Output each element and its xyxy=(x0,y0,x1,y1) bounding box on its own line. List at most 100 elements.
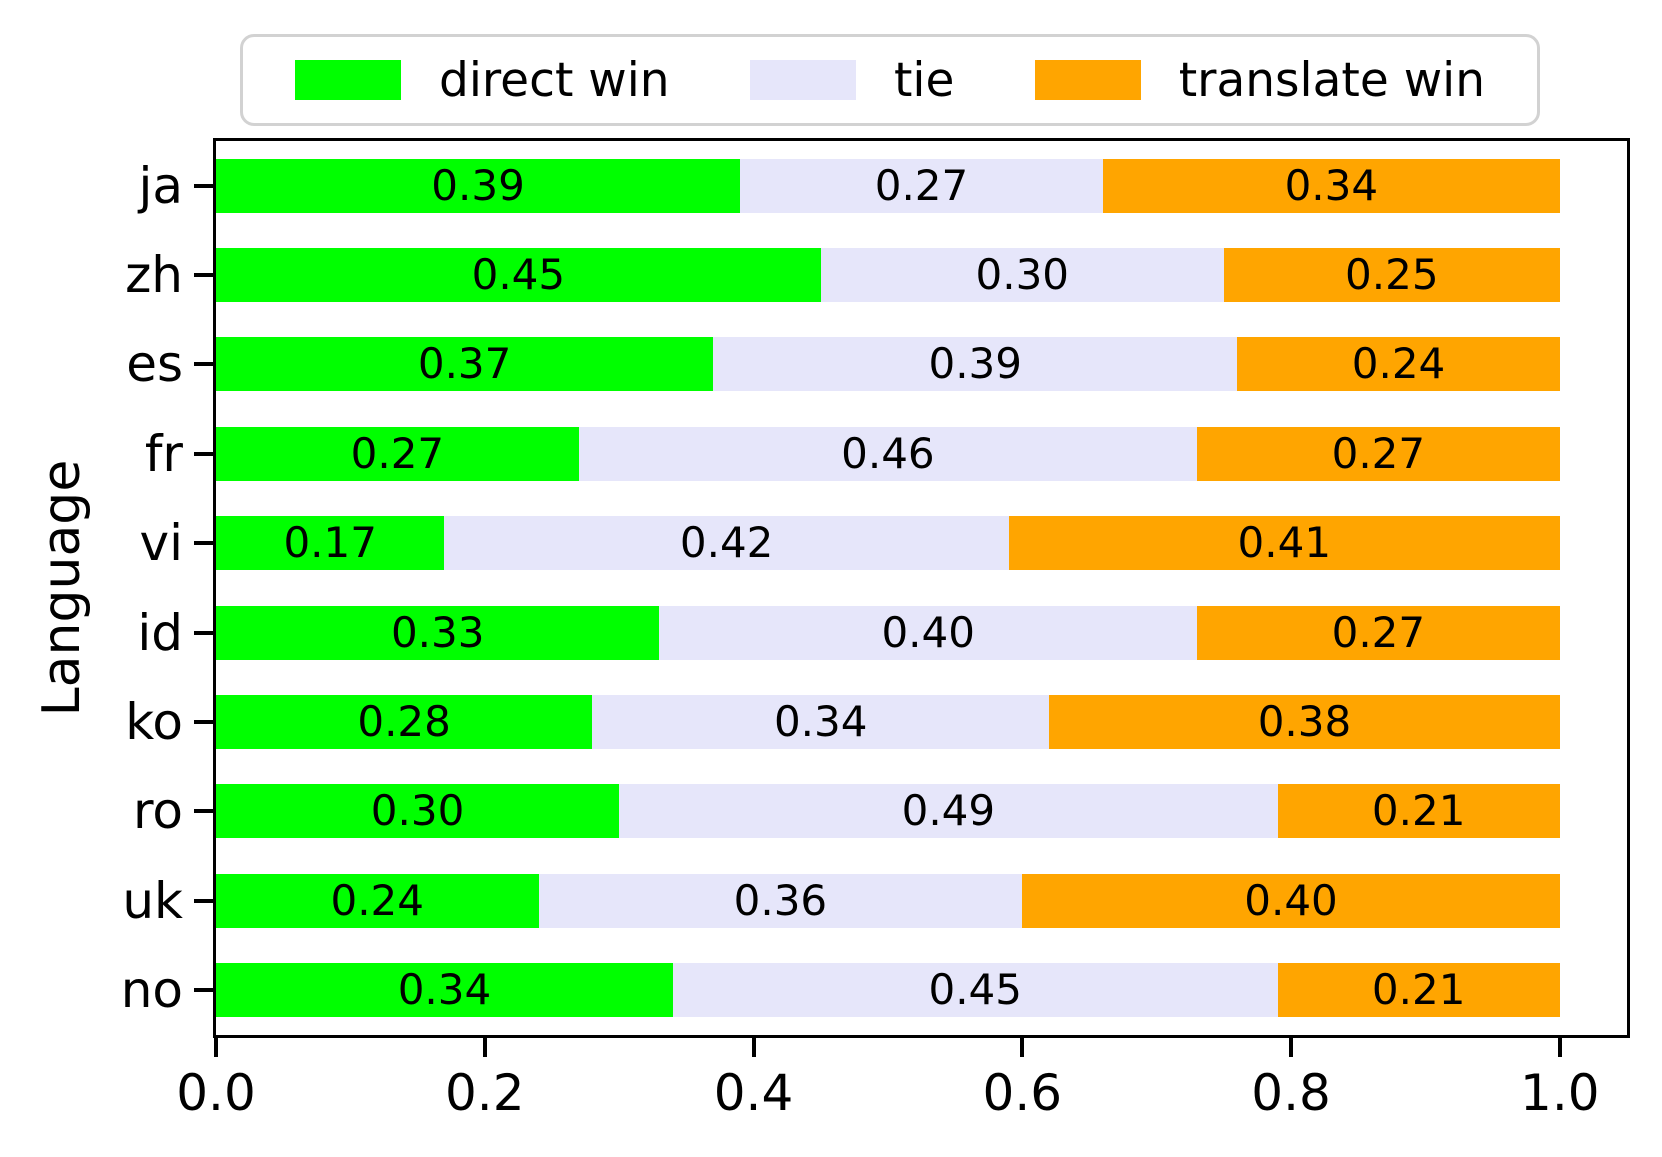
legend-label: translate win xyxy=(1178,52,1485,108)
bar-value-label: 0.30 xyxy=(370,786,465,836)
x-tick-label: 0.6 xyxy=(982,1064,1063,1122)
stacked-bar: 0.45 0.30 0.25 xyxy=(216,248,1560,303)
x-tick-label: 0.0 xyxy=(176,1064,256,1122)
legend-item-direct-win: direct win xyxy=(295,57,670,104)
bar-value-label: 0.17 xyxy=(283,518,377,568)
bar-segment-direct-win: 0.27 xyxy=(216,426,579,481)
bar-value-label: 0.46 xyxy=(841,428,935,478)
x-tick-label: 0.2 xyxy=(444,1064,525,1122)
y-tick xyxy=(194,630,213,635)
bar-segment-tie: 0.49 xyxy=(619,784,1278,839)
x-tick xyxy=(482,1038,487,1057)
bar-segment-direct-win: 0.33 xyxy=(216,605,660,660)
bar-segment-tie: 0.40 xyxy=(659,605,1197,660)
y-tick xyxy=(194,988,213,993)
x-tick xyxy=(1289,1038,1294,1057)
y-tick-label-ro: ro xyxy=(132,782,183,841)
bar-value-label: 0.38 xyxy=(1257,697,1352,747)
x-tick xyxy=(1557,1038,1562,1057)
bar-segment-tie: 0.30 xyxy=(820,248,1224,303)
plot-area: ja 0.39 0.27 0.34 zh 0.45 0.30 0.25 es 0.37 0.39 0.… xyxy=(121,138,1630,1038)
bar-segment-direct-win: 0.37 xyxy=(216,337,714,392)
bar-value-label: 0.39 xyxy=(431,160,525,210)
y-tick-label-no: no xyxy=(120,961,183,1020)
bar-segment-translate-win: 0.24 xyxy=(1237,337,1560,392)
x-tick xyxy=(1020,1038,1025,1057)
bar-value-label: 0.34 xyxy=(773,697,868,747)
bar-value-label: 0.27 xyxy=(874,160,969,210)
bar-segment-translate-win: 0.38 xyxy=(1049,695,1560,750)
legend-item-translate-win: translate win xyxy=(1034,52,1485,108)
bar-value-label: 0.45 xyxy=(928,965,1022,1015)
y-tick xyxy=(194,720,213,725)
bar-row-ja: ja 0.39 0.27 0.34 xyxy=(138,141,1627,230)
y-tick-label-fr: fr xyxy=(144,424,183,483)
bar-segment-translate-win: 0.27 xyxy=(1196,426,1560,481)
bar-value-label: 0.28 xyxy=(357,697,451,747)
bar-segment-tie: 0.45 xyxy=(672,963,1278,1018)
bar-segment-direct-win: 0.17 xyxy=(216,516,445,571)
bar-row-ro: ro 0.30 0.49 0.21 xyxy=(133,767,1627,856)
bar-segment-translate-win: 0.21 xyxy=(1277,784,1560,839)
y-tick-label-id: id xyxy=(137,603,183,662)
bar-segment-tie: 0.36 xyxy=(538,873,1023,928)
y-tick xyxy=(194,898,213,903)
bar-segment-tie: 0.39 xyxy=(713,337,1238,392)
y-tick-label-uk: uk xyxy=(122,871,183,930)
stacked-bar: 0.24 0.36 0.40 xyxy=(216,873,1560,928)
y-tick xyxy=(194,362,213,367)
bar-value-label: 0.42 xyxy=(679,518,774,568)
bar-value-label: 0.37 xyxy=(417,339,512,389)
legend-swatch-direct-win xyxy=(295,60,401,100)
stacked-bar: 0.30 0.49 0.21 xyxy=(216,784,1560,839)
bar-value-label: 0.25 xyxy=(1345,250,1439,300)
bar-row-zh: zh 0.45 0.30 0.25 xyxy=(125,230,1627,319)
legend-label: tie xyxy=(893,52,955,108)
bar-row-id: id 0.33 0.40 0.27 xyxy=(137,588,1627,677)
bar-value-label: 0.34 xyxy=(397,965,492,1015)
bar-row-no: no 0.34 0.45 0.21 xyxy=(121,946,1627,1035)
bar-row-ko: ko 0.28 0.34 0.38 xyxy=(125,677,1627,766)
bar-value-label: 0.40 xyxy=(881,607,975,657)
bar-value-label: 0.49 xyxy=(901,786,996,836)
bar-segment-direct-win: 0.28 xyxy=(216,695,593,750)
legend-item-tie: tie xyxy=(749,52,955,108)
bar-value-label: 0.36 xyxy=(733,875,828,925)
bar-value-label: 0.40 xyxy=(1244,875,1338,925)
bar-value-label: 0.39 xyxy=(928,339,1022,389)
stacked-bar: 0.28 0.34 0.38 xyxy=(216,695,1560,750)
x-tick-label: 1.0 xyxy=(1520,1064,1600,1122)
bar-segment-translate-win: 0.21 xyxy=(1277,963,1560,1018)
bar-value-label: 0.27 xyxy=(350,428,445,478)
x-tick xyxy=(751,1038,756,1057)
stacked-bar: 0.17 0.42 0.41 xyxy=(216,516,1560,571)
x-tick-label: 0.4 xyxy=(713,1064,794,1122)
legend-swatch-translate-win xyxy=(1034,60,1141,100)
y-tick xyxy=(194,273,213,278)
bar-segment-translate-win: 0.25 xyxy=(1223,248,1560,303)
bar-value-label: 0.30 xyxy=(975,250,1070,300)
legend-swatch-tie xyxy=(749,60,856,100)
bar-value-label: 0.21 xyxy=(1371,965,1466,1015)
bar-row-vi: vi 0.17 0.42 0.41 xyxy=(140,499,1627,588)
stacked-bar: 0.33 0.40 0.27 xyxy=(216,605,1560,660)
bar-value-label: 0.27 xyxy=(1331,607,1426,657)
bar-segment-direct-win: 0.45 xyxy=(216,248,821,303)
legend: direct win tie translate win xyxy=(240,34,1540,126)
bar-segment-direct-win: 0.34 xyxy=(216,963,673,1018)
bar-segment-translate-win: 0.40 xyxy=(1022,873,1560,928)
y-tick xyxy=(194,541,213,546)
bar-value-label: 0.45 xyxy=(471,250,566,300)
bar-segment-tie: 0.34 xyxy=(592,695,1050,750)
x-tick-label: 0.8 xyxy=(1251,1064,1331,1122)
bar-value-label: 0.34 xyxy=(1284,160,1379,210)
bar-value-label: 0.27 xyxy=(1331,428,1426,478)
bar-segment-tie: 0.42 xyxy=(444,516,1009,571)
stacked-bar: 0.27 0.46 0.27 xyxy=(216,426,1560,481)
y-tick-label-es: es xyxy=(126,335,183,394)
bar-segment-translate-win: 0.41 xyxy=(1008,516,1560,571)
legend-label: direct win xyxy=(439,52,670,108)
y-tick xyxy=(194,809,213,814)
stacked-bar: 0.39 0.27 0.34 xyxy=(216,158,1560,213)
x-axis: 0.0 0.2 0.4 0.6 0.8 1.0 xyxy=(176,1038,1627,1148)
